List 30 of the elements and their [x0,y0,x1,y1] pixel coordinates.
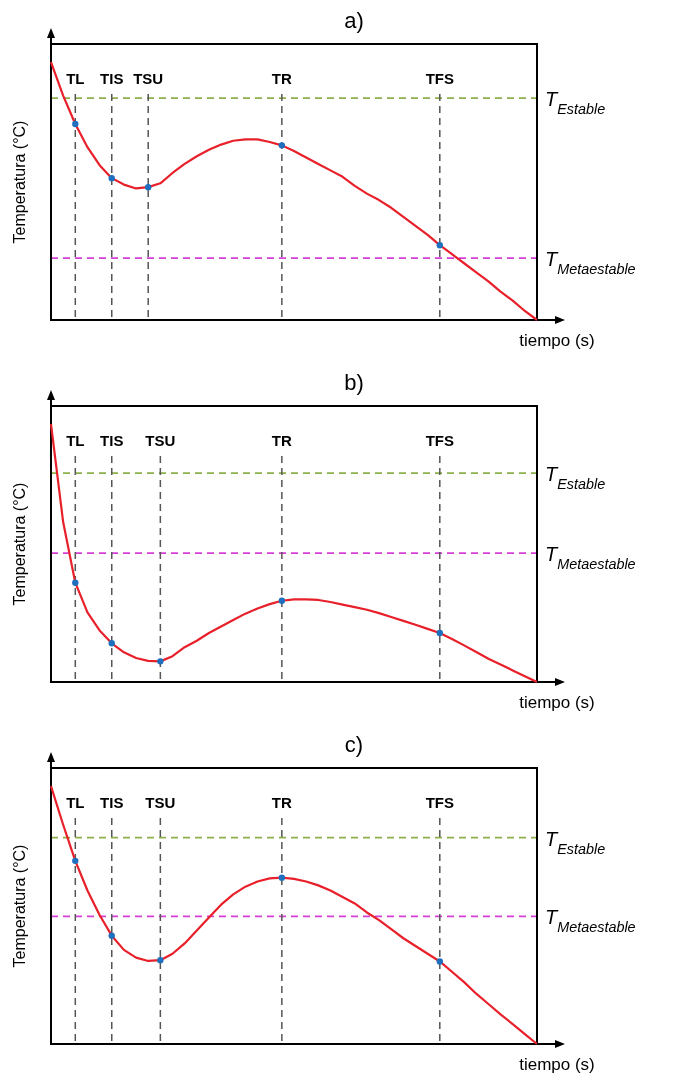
x-tick-label: TR [271,70,293,87]
x-tick-label: TIS [100,70,124,87]
ref-line-label: T$_{Metaestable}$ [545,543,636,573]
x-tick-label: TFS [425,432,454,449]
x-tick-label: TL [66,794,85,811]
x-tick-label: TIS [100,432,124,449]
x-tick-label: TFS [425,794,454,811]
x-tick-label: TL [66,70,85,87]
x-tick-label: TIS [100,794,124,811]
x-tick-label: TSU [133,70,164,87]
x-tick-label: TL [66,432,85,449]
y-axis-title: Temperatura (°C) [11,844,28,968]
x-tick-label: TR [271,432,293,449]
ref-line-label: T$_{Metaestable}$ [545,906,636,936]
x-axis-title: tiempo (s) [519,331,595,350]
ref-line-label: T$_{Metaestable}$ [545,248,636,278]
x-axis-title: tiempo (s) [519,693,595,712]
y-axis-title: Temperatura (°C) [11,482,28,606]
x-tick-label: TSU [145,794,176,811]
ref-line-label: T$_{Estable}$ [545,463,606,493]
x-tick-label: TFS [425,70,454,87]
ref-line-label: T$_{Estable}$ [545,88,606,118]
x-tick-label: TSU [145,432,176,449]
chart-title: c) [344,732,364,757]
ref-line-label: T$_{Estable}$ [545,827,606,857]
chart-title: a) [344,8,364,33]
x-tick-label: TR [271,794,293,811]
x-axis-title: tiempo (s) [519,1055,595,1074]
chart-title: b) [344,370,364,395]
y-axis-title: Temperatura (°C) [11,120,28,244]
